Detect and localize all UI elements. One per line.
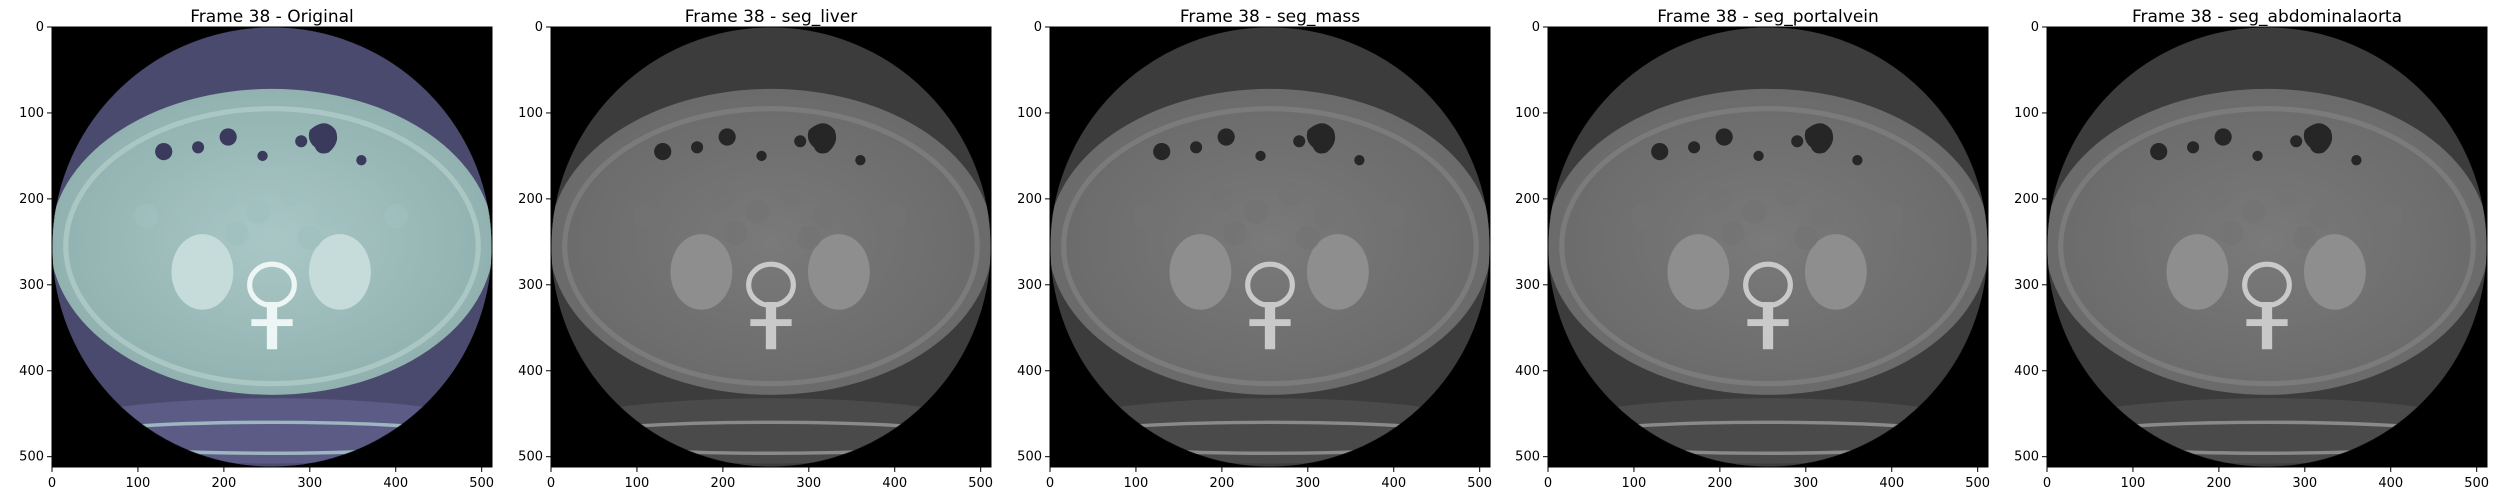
x-tick-label: 0 <box>547 476 555 491</box>
y-tick-label: 300 <box>19 278 44 293</box>
x-tick-label: 0 <box>1046 476 1054 491</box>
x-tick-label: 100 <box>126 476 151 491</box>
x-tick-label: 200 <box>1209 476 1234 491</box>
x-tick-label: 500 <box>1467 476 1492 491</box>
x-tick-label: 400 <box>1879 476 1904 491</box>
y-tick-label: 0 <box>36 20 44 35</box>
panel-title: Frame 38 - seg_liver <box>685 7 858 27</box>
x-tick-label: 200 <box>1707 476 1732 491</box>
y-tick-label: 400 <box>1515 364 1540 379</box>
y-tick-label: 500 <box>19 450 44 465</box>
y-tick-label: 300 <box>518 278 543 293</box>
panel-4: Frame 38 - seg_portalvein 0 100 200 300 400 50… <box>1515 7 1990 491</box>
ct-slice-image <box>2047 27 2487 467</box>
x-tick-label: 500 <box>1965 476 1990 491</box>
panel-2: Frame 38 - seg_liver 0 100 200 300 400 500 0 100… <box>518 7 993 491</box>
y-tick-label: 100 <box>1017 106 1042 121</box>
axes-frame <box>550 26 992 468</box>
axes-frame <box>1049 26 1491 468</box>
panel-title: Frame 38 - seg_abdominalaorta <box>2132 7 2402 27</box>
x-tick-label: 500 <box>2464 476 2489 491</box>
y-tick-label: 300 <box>1017 278 1042 293</box>
x-tick-label: 0 <box>2043 476 2051 491</box>
y-tick-label: 500 <box>518 450 543 465</box>
x-tick-label: 400 <box>2378 476 2403 491</box>
x-tick-label: 300 <box>796 476 821 491</box>
y-tick-label: 0 <box>1532 20 1540 35</box>
x-tick-label: 100 <box>1622 476 1647 491</box>
x-tick-label: 300 <box>297 476 322 491</box>
x-tick-label: 200 <box>710 476 735 491</box>
ct-slice-image <box>1050 27 1490 467</box>
ct-slice-image <box>551 27 991 467</box>
y-tick-label: 200 <box>518 192 543 207</box>
panel-title: Frame 38 - seg_mass <box>1180 7 1360 27</box>
y-tick-label: 400 <box>2014 364 2039 379</box>
x-tick-label: 200 <box>211 476 236 491</box>
y-tick-label: 100 <box>2014 106 2039 121</box>
panel-1: Frame 38 - Original 0 100 200 300 400 500 0 100 2… <box>19 7 494 491</box>
x-tick-label: 500 <box>469 476 494 491</box>
y-tick-label: 300 <box>1515 278 1540 293</box>
y-tick-label: 200 <box>19 192 44 207</box>
y-tick-label: 500 <box>1515 450 1540 465</box>
x-tick-label: 0 <box>1544 476 1552 491</box>
panel-3: Frame 38 - seg_mass 0 100 200 300 400 500 0 100 2… <box>1017 7 1492 491</box>
y-tick-label: 200 <box>1017 192 1042 207</box>
ct-slice-image <box>1548 27 1988 467</box>
x-tick-label: 200 <box>2206 476 2231 491</box>
y-tick-label: 400 <box>19 364 44 379</box>
x-tick-label: 400 <box>1381 476 1406 491</box>
x-tick-label: 300 <box>1295 476 1320 491</box>
y-tick-label: 500 <box>1017 450 1042 465</box>
axes-frame <box>2046 26 2488 468</box>
x-tick-label: 0 <box>48 476 56 491</box>
y-tick-label: 0 <box>535 20 543 35</box>
y-tick-label: 100 <box>518 106 543 121</box>
axes-frame <box>1547 26 1989 468</box>
x-tick-label: 400 <box>383 476 408 491</box>
y-tick-label: 200 <box>2014 192 2039 207</box>
x-tick-label: 100 <box>2121 476 2146 491</box>
x-tick-label: 100 <box>1124 476 1149 491</box>
panel-5: Frame 38 - seg_abdominalaorta 0 100 200 300 4… <box>2014 7 2489 491</box>
y-tick-label: 100 <box>1515 106 1540 121</box>
x-tick-label: 300 <box>2292 476 2317 491</box>
axes-frame <box>51 26 493 468</box>
y-tick-label: 100 <box>19 106 44 121</box>
y-tick-label: 0 <box>1034 20 1042 35</box>
x-tick-label: 300 <box>1793 476 1818 491</box>
ct-slice-image <box>52 27 492 467</box>
y-tick-label: 500 <box>2014 450 2039 465</box>
y-tick-label: 0 <box>2031 20 2039 35</box>
panel-title: Frame 38 - seg_portalvein <box>1657 7 1879 27</box>
x-tick-label: 100 <box>625 476 650 491</box>
y-tick-label: 400 <box>1017 364 1042 379</box>
panel-title: Frame 38 - Original <box>190 7 353 27</box>
y-tick-label: 400 <box>518 364 543 379</box>
x-tick-label: 500 <box>968 476 993 491</box>
y-tick-label: 300 <box>2014 278 2039 293</box>
x-tick-label: 400 <box>882 476 907 491</box>
y-tick-label: 200 <box>1515 192 1540 207</box>
